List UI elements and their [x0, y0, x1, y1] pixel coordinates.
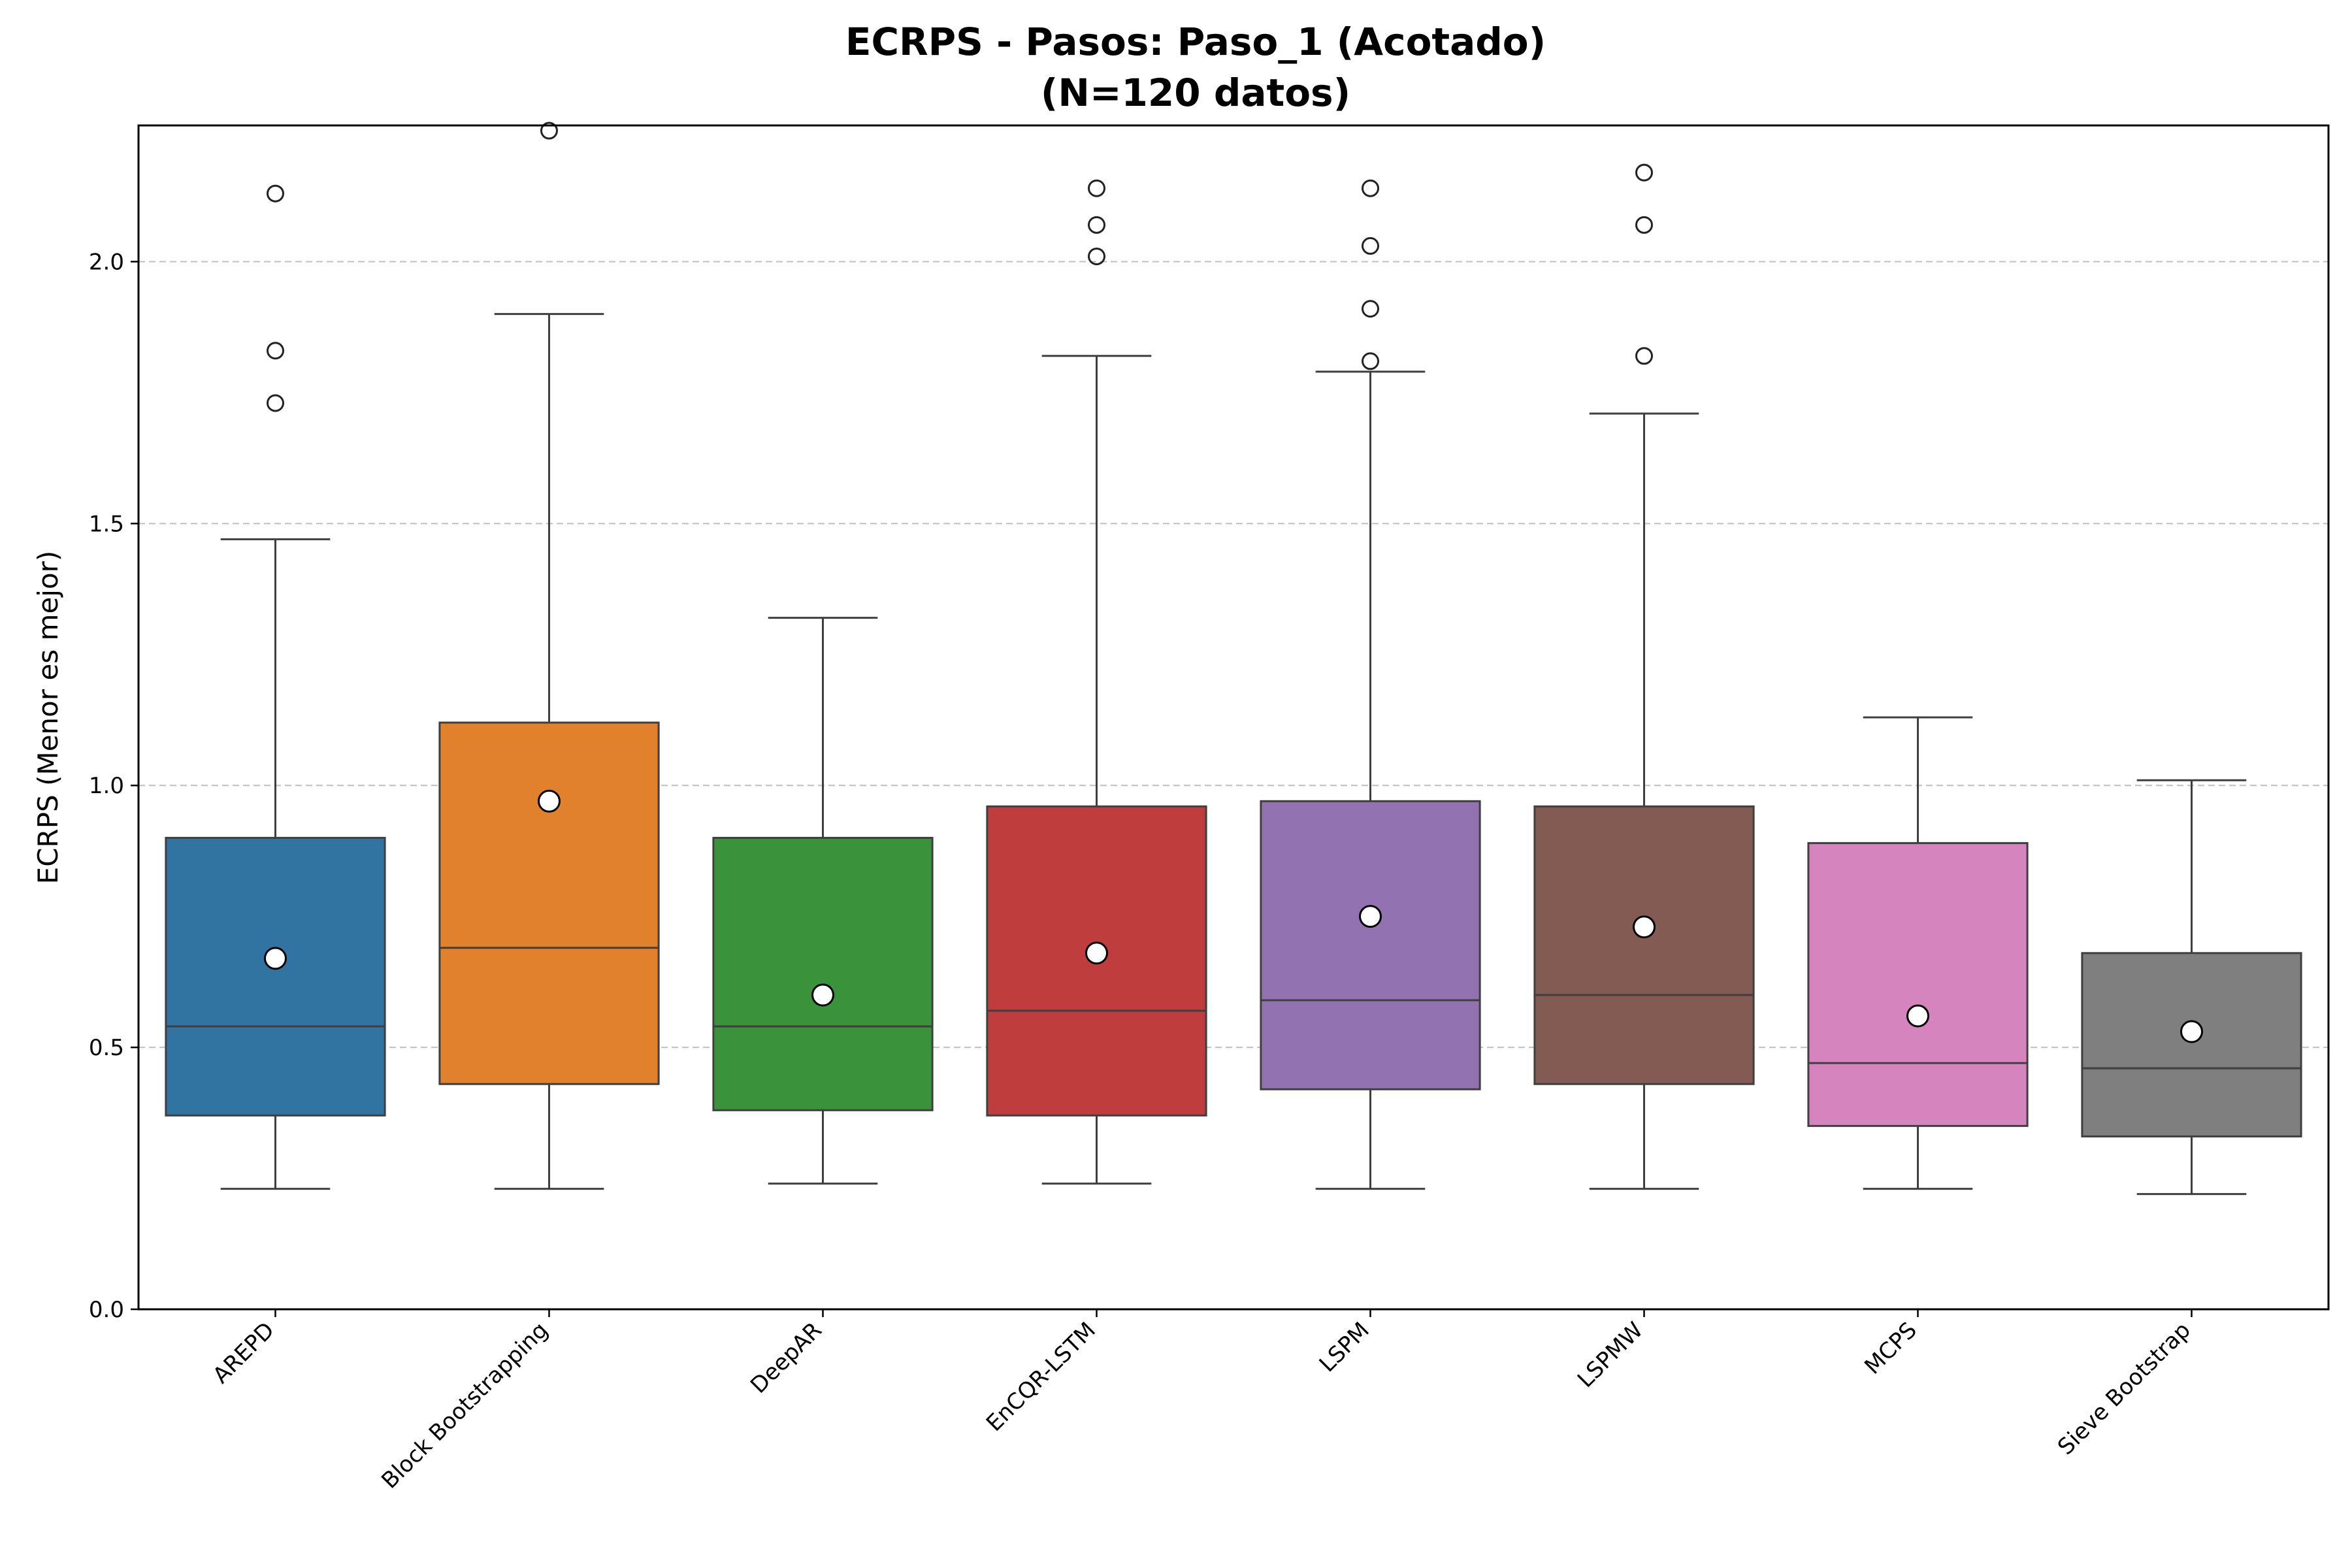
y-axis-label: ECRPS (Menor es mejor) [32, 551, 64, 885]
box-iqr [2081, 952, 2302, 1137]
mean-marker [1906, 1004, 1929, 1028]
mean-marker [1359, 905, 1382, 928]
outlier-point [1088, 179, 1105, 197]
box-iqr [1533, 805, 1755, 1085]
mean-marker [811, 983, 834, 1007]
mean-marker [1633, 915, 1656, 939]
outlier-point [1088, 216, 1105, 234]
outlier-point [1635, 163, 1653, 182]
mean-marker [2180, 1020, 2203, 1043]
outlier-point [1362, 237, 1379, 255]
x-axis: AREPD Block Bootstrapping DeepAR EnCQR-LSTM… [208, 1309, 2196, 1494]
x-tick-label: MCPS [1859, 1317, 1922, 1380]
box-iqr [712, 836, 934, 1111]
outlier-point [267, 394, 284, 412]
outlier-point [267, 184, 284, 203]
box-group [438, 122, 660, 1190]
box-group [1260, 179, 1481, 1190]
box-group [712, 617, 934, 1185]
box-iqr [1260, 800, 1481, 1090]
outlier-point [1362, 179, 1379, 197]
x-tick-label: LSPM [1315, 1317, 1375, 1377]
x-tick-label: DeepAR [745, 1317, 827, 1399]
box-group [1533, 163, 1755, 1190]
outlier-point [267, 342, 284, 360]
x-tick-label: Sieve Bootstrap [2053, 1317, 2196, 1460]
x-tick-label: Block Bootstrapping [376, 1317, 553, 1494]
mean-marker [1085, 941, 1108, 965]
box-group [165, 184, 386, 1190]
box-iqr [1807, 841, 2029, 1127]
x-tick-label: LSPMW [1573, 1317, 1648, 1393]
x-tick-label: EnCQR-LSTM [981, 1317, 1101, 1437]
y-tick-label: 0.5 [89, 1035, 124, 1061]
mean-marker [264, 947, 287, 970]
boxes-layer [165, 122, 2302, 1196]
y-tick-label: 0.0 [89, 1297, 124, 1323]
outlier-point [1088, 247, 1105, 265]
outlier-point [1362, 300, 1379, 318]
plot-area-frame [137, 124, 2330, 1311]
y-tick-label: 1.0 [89, 773, 124, 799]
box-group [1807, 716, 2029, 1190]
mean-marker [538, 789, 561, 813]
box-iqr [438, 721, 660, 1085]
box-group [986, 179, 1207, 1185]
outlier-point [540, 122, 558, 140]
outlier-point [1635, 347, 1653, 365]
y-tick-label: 1.5 [89, 511, 124, 537]
outlier-point [1635, 216, 1653, 234]
outlier-point [1362, 352, 1379, 370]
chart-title: ECRPS - Pasos: Paso_1 (Acotado) [845, 20, 1546, 64]
x-tick-label: AREPD [208, 1317, 280, 1389]
y-axis: 0.0 0.5 1.0 1.5 2.0 [89, 249, 139, 1323]
chart-subtitle: (N=120 datos) [1041, 71, 1350, 115]
box-group [2081, 779, 2302, 1196]
y-tick-label: 2.0 [89, 249, 124, 275]
box-iqr [165, 836, 386, 1117]
